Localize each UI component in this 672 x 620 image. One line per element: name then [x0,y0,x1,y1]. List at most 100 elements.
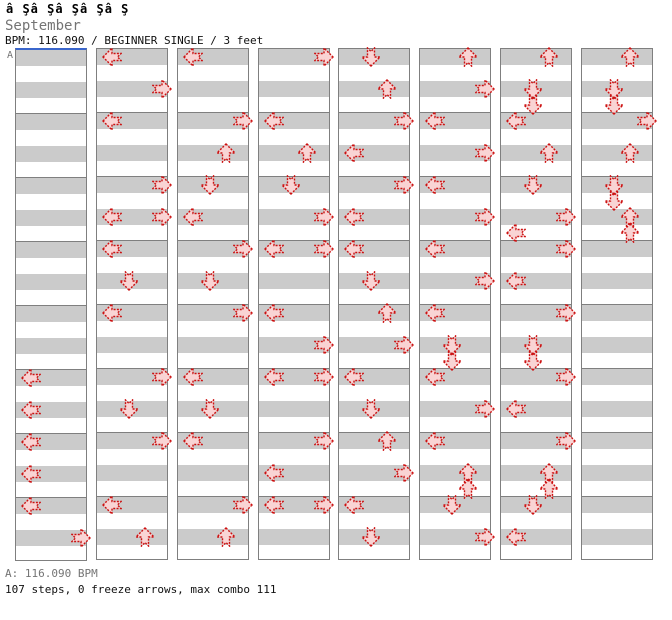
measure-line [16,241,86,242]
arrow-right-icon [314,47,334,67]
arrow-down-icon [523,175,543,195]
measure-line [420,176,490,177]
arrow-right-icon [233,303,253,323]
arrow-right-icon [475,527,495,547]
arrow-right-icon [475,399,495,419]
arrow-up-icon [458,47,478,67]
measure-line [16,113,86,114]
arrow-down-icon [361,271,381,291]
arrow-down-icon [442,495,462,515]
arrow-left-icon [264,495,284,515]
measure-line [178,496,248,497]
arrow-left-icon [183,367,203,387]
arrow-up-icon [377,303,397,323]
measure-column-4 [258,47,334,560]
measure-line [582,368,652,369]
arrow-left-icon [21,400,41,420]
arrow-down-icon [523,495,543,515]
arrow-right-icon [152,79,172,99]
arrow-left-icon [21,496,41,516]
measure-column-2 [96,47,172,560]
measure-line [97,496,167,497]
measure-line [259,240,329,241]
arrow-left-icon [264,303,284,323]
arrow-up-icon [216,527,236,547]
footer-bpm-line: A: 116.090 BPM [5,567,98,580]
arrow-up-icon [458,463,478,483]
arrow-right-icon [556,431,576,451]
measure-line [339,176,409,177]
arrow-up-icon [216,143,236,163]
arrow-right-icon [314,335,334,355]
arrow-right-icon [233,495,253,515]
arrow-right-icon [394,111,414,131]
arrow-left-icon [506,399,526,419]
measure-line [339,304,409,305]
arrow-right-icon [475,79,495,99]
measure-line [259,432,329,433]
arrow-left-icon [425,367,445,387]
measure-line [97,304,167,305]
arrow-left-icon [102,111,122,131]
arrow-left-icon [264,463,284,483]
arrow-right-icon [556,303,576,323]
arrow-up-icon [458,479,478,499]
arrow-left-icon [21,432,41,452]
song-title: September [5,18,81,34]
arrow-left-icon [506,527,526,547]
measure-line [501,240,571,241]
arrow-left-icon [425,431,445,451]
measure-line [16,369,86,370]
arrow-up-icon [539,479,559,499]
measure-line [178,112,248,113]
arrow-right-icon [152,175,172,195]
arrow-left-icon [425,303,445,323]
arrow-down-icon [604,175,624,195]
arrow-left-icon [506,271,526,291]
measure-line [420,240,490,241]
arrow-up-icon [297,143,317,163]
arrow-up-icon [620,223,640,243]
measure-line [97,176,167,177]
arrow-right-icon [71,528,91,548]
measure-line [97,112,167,113]
measure-column-6 [419,47,495,560]
arrow-right-icon [314,367,334,387]
measure-line [420,112,490,113]
arrow-down-icon [119,271,139,291]
arrow-right-icon [314,431,334,451]
arrow-left-icon [183,47,203,67]
measure-column-5 [338,47,414,560]
arrow-left-icon [183,207,203,227]
arrow-down-icon [200,175,220,195]
arrow-up-icon [377,431,397,451]
arrow-down-icon [604,79,624,99]
measure-column-7 [500,47,576,560]
arrow-left-icon [102,239,122,259]
arrow-left-icon [425,239,445,259]
arrow-left-icon [344,495,364,515]
chart-info-line: BPM: 116.090 / BEGINNER SINGLE / 3 feet [5,34,264,47]
arrow-down-icon [361,47,381,67]
measure-line [582,240,652,241]
arrow-up-icon [539,143,559,163]
arrow-right-icon [233,111,253,131]
arrow-right-icon [637,111,657,131]
arrow-left-icon [425,111,445,131]
measure-line [97,240,167,241]
arrow-left-icon [264,367,284,387]
arrow-left-icon [344,239,364,259]
arrow-right-icon [475,143,495,163]
measure-line [259,496,329,497]
measure-line [420,304,490,305]
measure-line [178,304,248,305]
arrow-left-icon [344,143,364,163]
arrow-left-icon [425,175,445,195]
measure-line [501,112,571,113]
arrow-left-icon [21,368,41,388]
measure-line [16,433,86,434]
arrow-up-icon [377,79,397,99]
arrow-down-icon [523,351,543,371]
measure-line [259,304,329,305]
